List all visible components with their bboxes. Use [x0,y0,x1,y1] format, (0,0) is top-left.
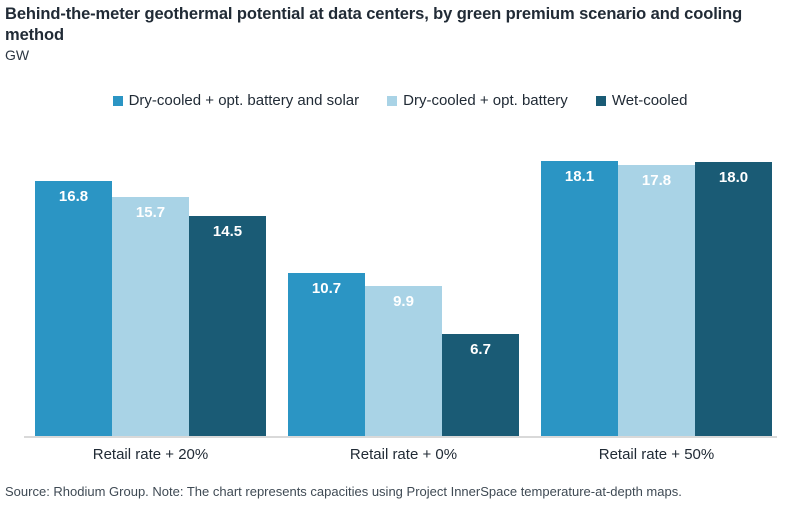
bar-group: 16.8 15.7 14.5 [35,181,266,436]
legend-swatch-icon [112,95,123,106]
bar-value-label: 17.8 [641,172,672,189]
bar: 16.8 [35,181,112,436]
x-axis-category-label: Retail rate + 50% [598,446,715,463]
bar: 9.9 [365,286,442,436]
bar-value-label: 14.5 [212,223,243,240]
bar-value-label: 18.0 [718,169,749,186]
legend-swatch-icon [595,95,606,106]
legend-label: Dry-cooled + opt. battery and solar [128,92,360,109]
legend-label: Wet-cooled [611,92,688,109]
bar: 15.7 [112,197,189,436]
bar: 18.0 [695,162,772,436]
legend-label: Dry-cooled + opt. battery [403,92,568,109]
bar-value-label: 16.8 [58,188,89,205]
legend-swatch-icon [387,95,398,106]
x-axis-category-label: Retail rate + 0% [349,446,458,463]
bar: 6.7 [442,334,519,436]
legend-item: Wet-cooled [595,92,688,109]
bar: 17.8 [618,165,695,436]
bar-value-label: 18.1 [564,168,595,185]
x-axis-line [24,436,777,438]
bar-value-label: 10.7 [311,280,342,297]
legend: Dry-cooled + opt. battery and solar Dry-c… [0,92,800,109]
bar-value-label: 6.7 [470,341,491,358]
bar-group: 18.1 17.8 18.0 [541,161,772,436]
bar-value-label: 15.7 [135,204,166,221]
plot-area: 16.8 15.7 14.5 10.7 9.9 6.7 18.1 17.8 18.0 [24,106,777,438]
chart-unit-label: GW [5,47,30,63]
bar: 10.7 [288,273,365,436]
chart-title: Behind-the-meter geothermal potential at… [5,5,743,44]
bar: 18.1 [541,161,618,436]
bar-group: 10.7 9.9 6.7 [288,273,519,436]
source-note: Source: Rhodium Group. Note: The chart r… [5,484,682,499]
legend-item: Dry-cooled + opt. battery [387,92,568,109]
bar-groups: 16.8 15.7 14.5 10.7 9.9 6.7 18.1 17.8 18.0 [35,106,772,436]
x-axis-labels: Retail rate + 20% Retail rate + 0% Retail … [35,446,772,463]
bar: 14.5 [189,216,266,436]
x-axis-category-label: Retail rate + 20% [92,446,209,463]
bar-value-label: 9.9 [393,293,414,310]
legend-item: Dry-cooled + opt. battery and solar [112,92,360,109]
